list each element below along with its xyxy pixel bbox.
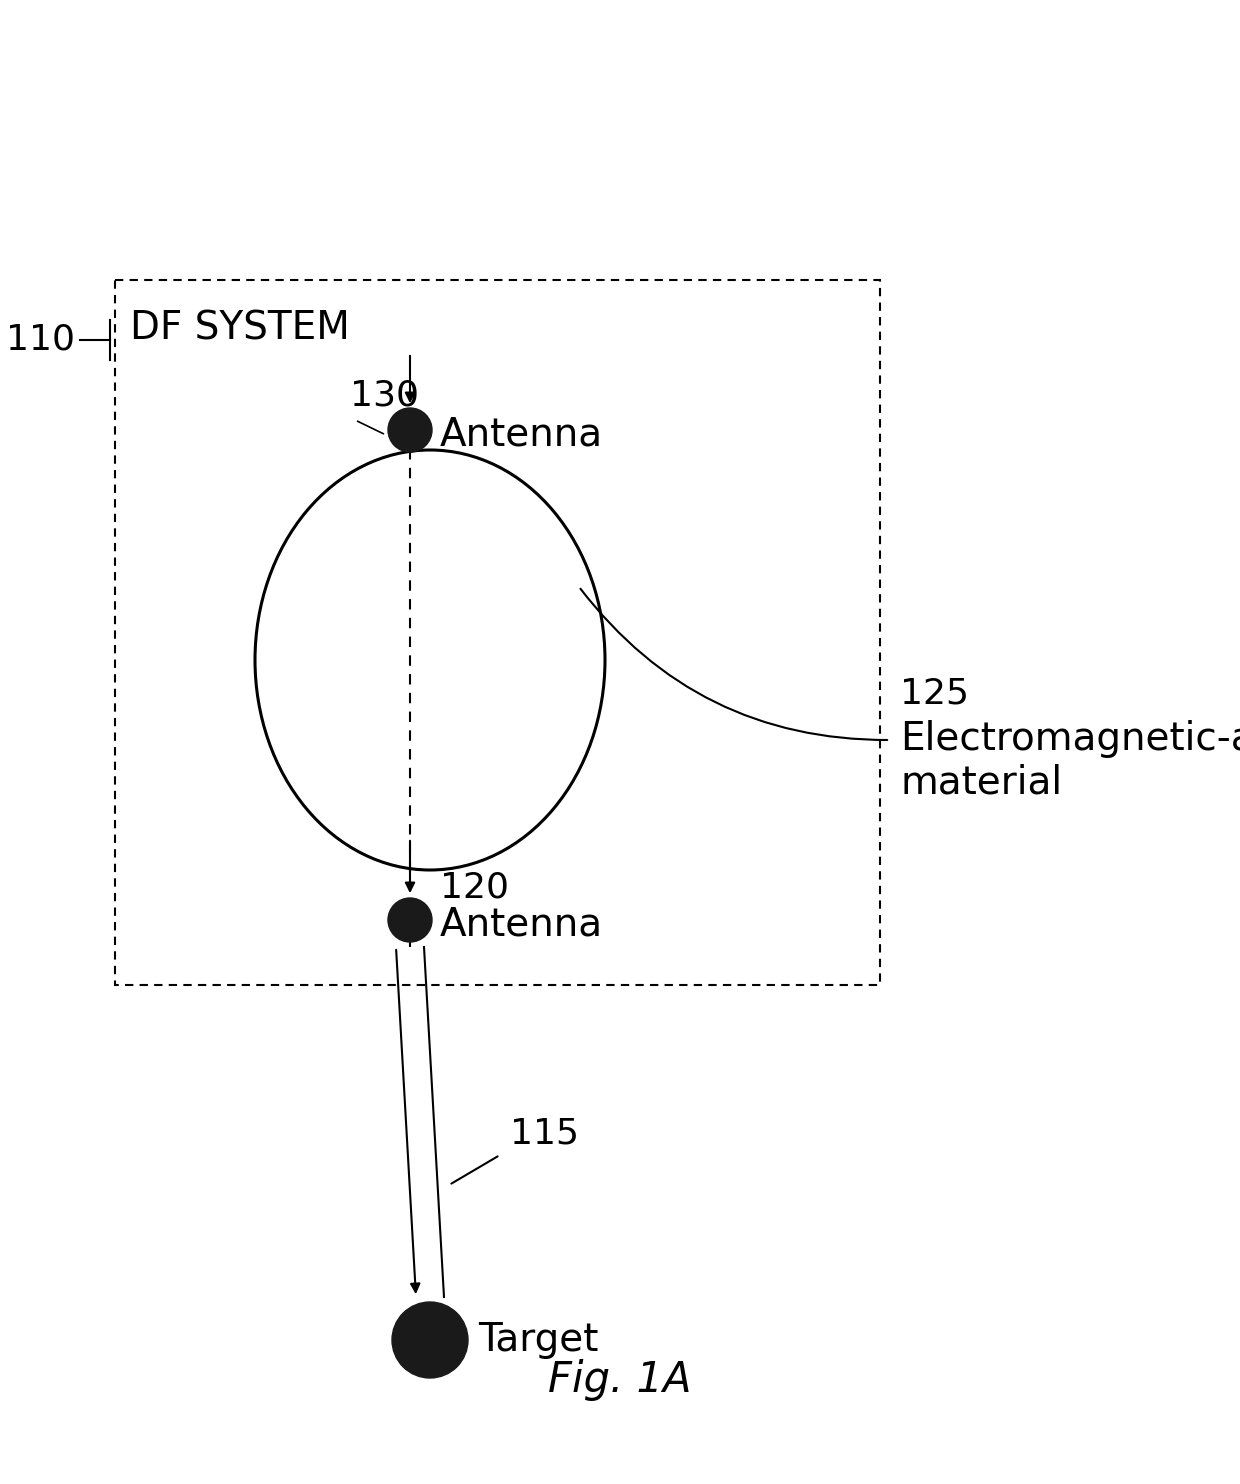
- Text: 130: 130: [350, 378, 419, 413]
- Text: Antenna: Antenna: [440, 416, 603, 454]
- Text: 125: 125: [900, 677, 968, 709]
- Text: Fig. 1A: Fig. 1A: [548, 1359, 692, 1401]
- Bar: [115, 280, 880, 985]
- Circle shape: [388, 898, 432, 942]
- Text: Target: Target: [477, 1321, 599, 1359]
- Text: Electromagnetic-absorbing
material: Electromagnetic-absorbing material: [900, 720, 1240, 801]
- Circle shape: [392, 1301, 467, 1379]
- Text: 120: 120: [440, 871, 508, 905]
- Text: 115: 115: [510, 1116, 579, 1150]
- Text: DF SYSTEM: DF SYSTEM: [130, 310, 350, 349]
- Circle shape: [388, 408, 432, 453]
- Text: Antenna: Antenna: [440, 907, 603, 944]
- Text: 110: 110: [6, 324, 74, 358]
